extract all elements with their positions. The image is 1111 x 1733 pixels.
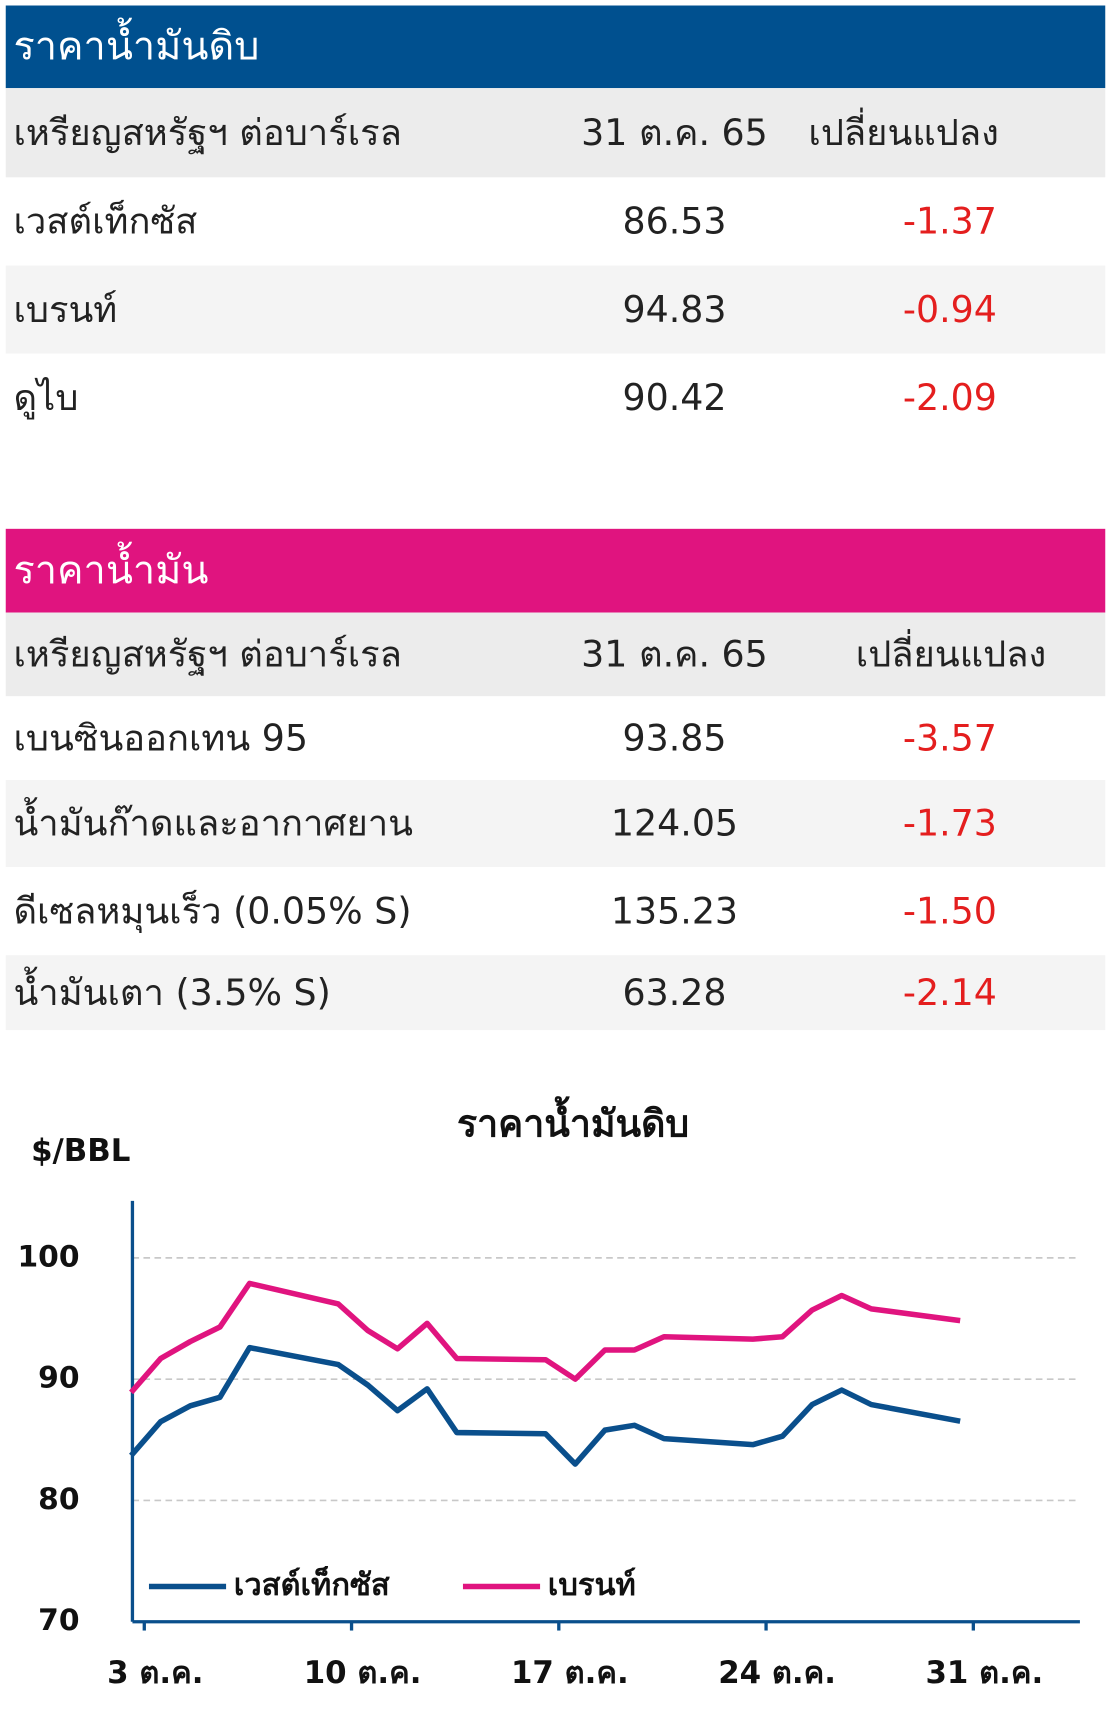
- x-tick-label: 3 ต.ค.: [107, 1655, 203, 1691]
- x-tick-label: 10 ต.ค.: [304, 1655, 422, 1691]
- row-bg: [5, 867, 1106, 956]
- legend-label: เบรนท์: [548, 1567, 636, 1603]
- row-bg: [5, 353, 1106, 442]
- cell-value: 31 ต.ค. 65: [581, 111, 768, 154]
- cell-label: น้ำมันก๊าดและอากาศยาน: [13, 797, 413, 845]
- cell-change: -1.73: [903, 802, 997, 845]
- cell-label: เหรียญสหรัฐฯ ต่อบาร์เรล: [13, 111, 401, 155]
- row-bg: [5, 88, 1106, 178]
- y-axis-label: $/BBL: [31, 1133, 130, 1169]
- cell-value: 124.05: [611, 802, 738, 845]
- row-bg: [5, 265, 1106, 354]
- x-tick-label: 31 ต.ค.: [925, 1655, 1043, 1691]
- cell-change: -3.57: [903, 716, 997, 759]
- cell-value: 135.23: [611, 889, 738, 932]
- cell-label: เบนซินออกเทน 95: [13, 716, 308, 759]
- cell-label: ดูไบ: [13, 376, 78, 420]
- cell-change: -0.94: [903, 288, 997, 331]
- row-bg: [5, 177, 1106, 266]
- cell-label: เบรนท์: [13, 288, 117, 331]
- legend-label: เวสต์เท็กซัส: [234, 1565, 390, 1603]
- section-title: ราคาน้ำมัน: [13, 541, 208, 593]
- cell-value: 90.42: [622, 376, 726, 419]
- cell-label: ดีเซลหมุนเร็ว (0.05% S): [13, 888, 411, 933]
- section-title: ราคาน้ำมันดิบ: [13, 18, 259, 70]
- cell-change: -2.14: [903, 971, 997, 1014]
- series-line: [129, 1344, 961, 1467]
- cell-change: -2.09: [903, 376, 997, 419]
- cell-value: 93.85: [622, 716, 726, 759]
- section-bar: [5, 5, 1106, 89]
- section-bar: [5, 528, 1106, 613]
- cell-change: เปลี่ยนแปลง: [856, 630, 1046, 676]
- cell-label: เหรียญสหรัฐฯ ต่อบาร์เรล: [13, 633, 401, 677]
- y-tick-label: 90: [38, 1361, 79, 1396]
- cell-value: 94.83: [622, 288, 726, 331]
- cell-change: เปลี่ยนแปลง: [808, 108, 998, 154]
- cell-label: เวสต์เท็กซัส: [13, 199, 197, 243]
- cell-value: 31 ต.ค. 65: [581, 633, 768, 676]
- cell-change: -1.37: [903, 200, 997, 243]
- cell-label: น้ำมันเตา (3.5% S): [13, 966, 330, 1014]
- x-tick-label: 17 ต.ค.: [511, 1655, 629, 1691]
- y-tick-label: 70: [38, 1603, 79, 1638]
- x-tick-label: 24 ต.ค.: [718, 1655, 836, 1691]
- y-tick-label: 100: [17, 1239, 79, 1274]
- cell-change: -1.50: [903, 889, 997, 932]
- row-bg: [5, 696, 1106, 781]
- cell-value: 86.53: [622, 200, 726, 243]
- row-bg: [5, 612, 1106, 697]
- row-bg: [5, 780, 1106, 868]
- y-tick-label: 80: [38, 1482, 79, 1517]
- cell-value: 63.28: [622, 971, 726, 1014]
- chart-title: ราคาน้ำมันดิบ: [457, 1095, 689, 1145]
- row-bg: [5, 955, 1106, 1031]
- series-line: [129, 1280, 961, 1395]
